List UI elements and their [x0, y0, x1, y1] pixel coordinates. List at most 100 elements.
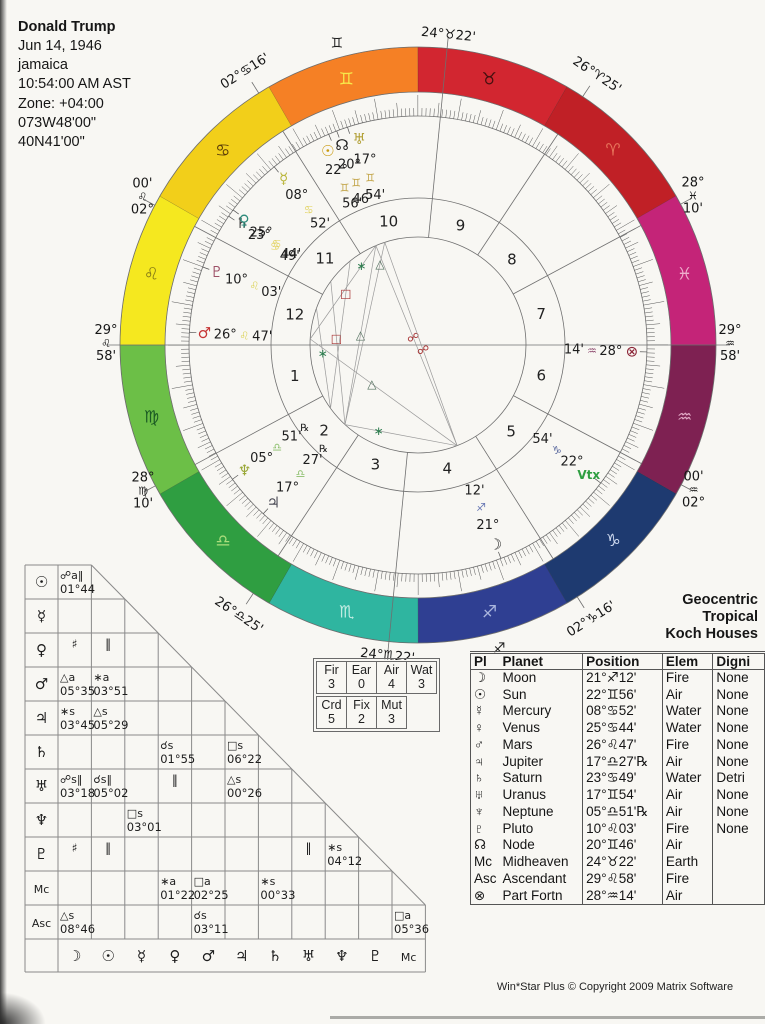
- table-row: ♅ Uranus 17°♊54' Air None: [471, 787, 765, 804]
- planet-position-cell: 29°♌58': [582, 870, 663, 888]
- planet-degree: 22°: [325, 163, 348, 178]
- mode-count-table: Crd 5 Fix 2 Mut 3: [316, 695, 407, 729]
- zodiac-glyph-libra: ♎: [215, 531, 230, 551]
- planet-dignity-cell: [712, 854, 765, 871]
- planet-degree: 17°: [353, 152, 376, 167]
- planet-name-cell: Pluto: [502, 820, 534, 836]
- zodiac-glyph-cancer: ♋: [215, 141, 230, 161]
- house-number-11: 11: [315, 250, 334, 268]
- planet-pluto: ♇ 10° ♌ 03': [210, 263, 281, 300]
- birth-data-line: Jun 14, 1946: [18, 38, 102, 55]
- planet-position-cell: 26°♌47': [582, 736, 663, 754]
- planet-sign-glyph: ♋: [270, 240, 280, 253]
- planet-element-cell: Air: [661, 837, 713, 855]
- cusp-label-h7: 29°: [718, 323, 741, 338]
- planet-name-cell: Sun: [502, 686, 527, 702]
- cusp-label-h1: ♌: [101, 337, 111, 350]
- planet-dignity-cell: None: [712, 753, 765, 771]
- aspect-glyph: △: [367, 377, 377, 391]
- planet-moon: ☽ 21° ♐ 12': [464, 483, 502, 553]
- grid-cell-aspect: □s: [227, 739, 243, 752]
- grid-col-label-4: ♀: [169, 947, 180, 965]
- aspect-line-mars-moon: [309, 338, 458, 446]
- grid-cell-aspect: ☍s‖: [60, 773, 82, 786]
- table-row: ♇ Pluto 10°♌03' Fire None: [471, 820, 765, 838]
- planet-glyph-cell: ♅: [474, 787, 485, 803]
- aspect-glyph: ∗: [318, 346, 328, 360]
- grid-row-label-1: ☉: [35, 573, 48, 591]
- planet-glyph-mercury: ☿: [279, 169, 288, 187]
- planet-pointer-pluto: [202, 266, 210, 270]
- aspect-glyph: ∗: [356, 259, 366, 273]
- table-row: ♃ Jupiter 17°♎27'℞ Air None: [471, 753, 765, 771]
- cusp-label-tick-h5: [576, 596, 585, 609]
- aspect-glyph: □: [331, 332, 342, 346]
- planet-element-cell: Fire: [661, 820, 713, 838]
- cusp-label-h8: 28°: [681, 176, 704, 191]
- grid-cell-aspect: ♯: [72, 841, 78, 855]
- cusp-label-h11: 02°♋16': [218, 51, 272, 93]
- planet-minute: 27': [303, 453, 323, 468]
- planet-degree: 05°: [250, 451, 273, 466]
- planet-name-cell: Saturn: [502, 770, 543, 786]
- planet-minute: 56': [342, 197, 362, 212]
- grid-cell-orb: 05°36: [394, 922, 429, 936]
- planet-dignity-cell: None: [712, 686, 765, 704]
- aspect-line-neptune-mercury: [330, 260, 351, 409]
- aspect-line-jupiter-sun: [344, 245, 377, 425]
- grid-row-label-4: ♂: [35, 675, 48, 693]
- planet-glyph-vertex: Vtx: [577, 468, 600, 482]
- house-number-5: 5: [506, 422, 516, 440]
- planet-table-header: Elem: [661, 652, 713, 670]
- planet-sign-glyph: ♎: [295, 467, 305, 480]
- planet-glyph-cell: ♆: [474, 803, 485, 819]
- planet-pointer-jupiter: [262, 508, 269, 515]
- cusp-label-h7: ♒: [725, 337, 735, 350]
- house-number-1: 1: [290, 367, 300, 385]
- zodiac-glyph-virgo: ♍: [144, 408, 159, 428]
- grid-cell-orb: 05°29: [93, 718, 128, 732]
- planet-sun: ☉22°♊56': [321, 142, 362, 212]
- planet-name-cell: Moon: [502, 670, 537, 685]
- planet-glyph-uranus: ♅: [353, 130, 366, 148]
- planet-glyph-pluto: ♇: [210, 263, 223, 281]
- planet-degree: 08°: [285, 188, 308, 203]
- retrograde-mark: ℞: [319, 444, 328, 455]
- planet-glyph-cell: ♇: [474, 820, 485, 836]
- planet-degree: 21°: [476, 518, 499, 533]
- table-row: ♀ Venus 25°♋44' Water None: [471, 720, 765, 737]
- grid-cell-aspect: ‖: [105, 841, 111, 855]
- grid-row-label-10: Mc: [34, 883, 50, 896]
- planet-glyph-cell: ♄: [474, 770, 485, 786]
- planet-pointer-vertex: [594, 478, 601, 484]
- aspect-glyph: △: [375, 257, 385, 271]
- planet-degree: 25°: [250, 226, 273, 241]
- planet-part-of-fortune: ⊗ 28°♒14': [564, 342, 638, 360]
- cusp-label-h7: 58': [720, 349, 740, 364]
- planet-sign-glyph: ♊: [351, 176, 361, 189]
- aspect-line-mars-sun: [309, 245, 377, 340]
- zodiac-glyph-gemini: ♊: [339, 69, 354, 89]
- table-row: ☿ Mercury 08°♋52' Water None: [471, 703, 765, 721]
- planet-glyph-venus: ♀: [239, 211, 250, 229]
- software-credit: Win*Star Plus © Copyright 2009 Matrix So…: [496, 981, 734, 993]
- planet-sign-glyph: ♌: [249, 280, 259, 293]
- table-row: Mc Midheaven 24°♉22' Earth: [471, 854, 765, 871]
- grid-col-label-8: ♅: [302, 947, 315, 965]
- aspect-line-jupiter-moon: [344, 424, 458, 447]
- planet-name-cell: Mars: [502, 736, 533, 752]
- planet-dignity-cell: None: [712, 787, 765, 804]
- zodiac-glyph-aquarius: ♒: [677, 407, 692, 427]
- planet-name-cell: Venus: [502, 720, 541, 736]
- zodiac-glyph-leo: ♌: [144, 265, 159, 285]
- grid-cell-orb: 02°25: [194, 888, 229, 902]
- table-row: ♂ Mars 26°♌47' Fire None: [471, 736, 765, 754]
- cusp-line-h11: [282, 130, 361, 254]
- zodiac-glyph-sagittarius: ♐: [482, 603, 497, 623]
- planet-position-cell: 25°♋44': [582, 720, 663, 737]
- house-number-3: 3: [371, 456, 381, 474]
- planet-sign-glyph: ♊: [365, 172, 375, 185]
